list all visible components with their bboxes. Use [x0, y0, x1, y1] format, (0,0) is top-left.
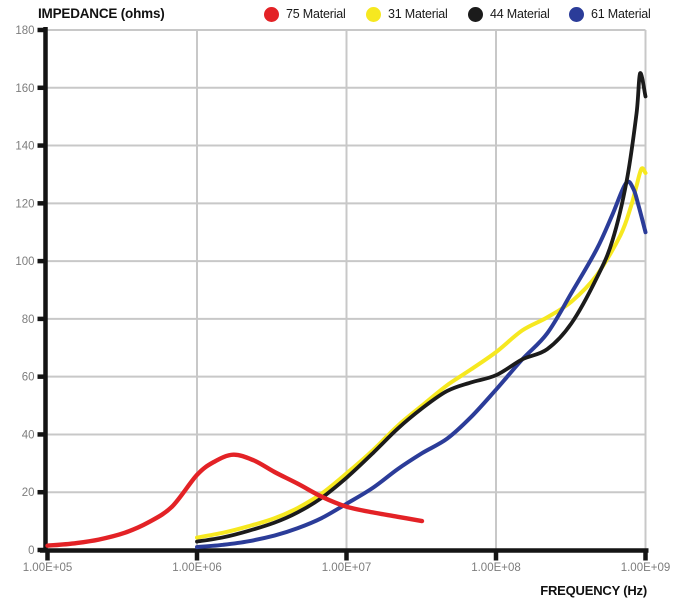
- svg-text:120: 120: [15, 198, 34, 210]
- x-axis-title: FREQUENCY (Hz): [540, 583, 647, 598]
- svg-text:100: 100: [15, 256, 34, 268]
- y-axis-title: IMPEDANCE (ohms): [38, 6, 165, 21]
- axis-ticks: [37, 27, 648, 561]
- svg-text:80: 80: [22, 314, 35, 326]
- legend-item-75-material: 75 Material: [264, 0, 346, 28]
- svg-text:1.00E+09: 1.00E+09: [621, 562, 671, 574]
- svg-text:1.00E+06: 1.00E+06: [172, 562, 222, 574]
- svg-text:140: 140: [15, 141, 34, 153]
- y-tick-labels: 0 20 40 60 80 100 120 140 160 180: [15, 25, 34, 557]
- legend-label: 31 Material: [388, 7, 448, 21]
- legend-label: 61 Material: [591, 7, 651, 21]
- series-lines: [45, 71, 648, 550]
- legend-item-31-material: 31 Material: [366, 0, 448, 28]
- x-tick-labels: 1.00E+05 1.00E+06 1.00E+07 1.00E+08 1.00E+09: [23, 562, 671, 574]
- legend-swatch-icon: [366, 6, 381, 22]
- series-line-44-material: [195, 71, 648, 544]
- series-line-61-material: [195, 179, 648, 550]
- svg-text:1.00E+05: 1.00E+05: [23, 562, 73, 574]
- svg-text:1.00E+08: 1.00E+08: [471, 562, 521, 574]
- svg-text:180: 180: [15, 25, 34, 37]
- legend-item-61-material: 61 Material: [569, 0, 651, 28]
- legend-label: 44 Material: [490, 7, 550, 21]
- svg-text:20: 20: [22, 487, 35, 499]
- series-line-31-material: [195, 166, 648, 540]
- svg-text:1.00E+07: 1.00E+07: [322, 562, 372, 574]
- legend-swatch-icon: [569, 6, 584, 22]
- legend: 75 Material 31 Material 44 Material 61 M…: [0, 0, 679, 28]
- gridlines: [47, 29, 647, 550]
- svg-text:160: 160: [15, 83, 34, 95]
- legend-swatch-icon: [264, 6, 279, 22]
- svg-text:40: 40: [22, 429, 35, 441]
- svg-text:0: 0: [28, 545, 34, 557]
- svg-text:60: 60: [22, 372, 35, 384]
- axes: [40, 27, 649, 553]
- legend-item-44-material: 44 Material: [468, 0, 550, 28]
- series-line-75-material: [45, 452, 425, 548]
- legend-swatch-icon: [468, 6, 483, 22]
- legend-label: 75 Material: [286, 7, 346, 21]
